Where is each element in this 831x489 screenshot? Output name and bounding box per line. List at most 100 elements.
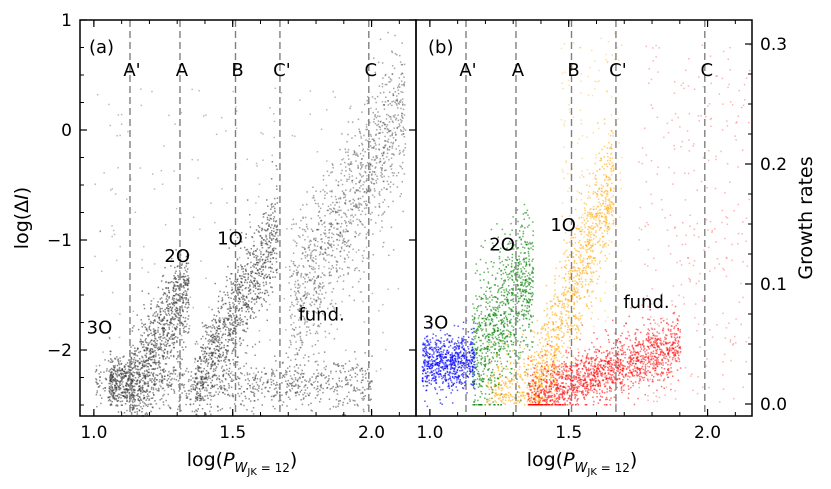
- data-point: [175, 270, 177, 272]
- data-point: [362, 195, 364, 198]
- data-point: [173, 355, 175, 357]
- data-point: [334, 256, 336, 258]
- data-point: [177, 361, 179, 363]
- data-point: [320, 234, 322, 236]
- data-point: [378, 137, 380, 140]
- data-point: [300, 305, 302, 307]
- data-point: [116, 364, 119, 367]
- data-point: [364, 389, 366, 391]
- data-point: [187, 288, 189, 291]
- data-point: [286, 391, 288, 393]
- data-point: [364, 165, 367, 167]
- mode-annotation: 1O: [217, 228, 243, 249]
- data-point: [304, 248, 306, 250]
- data-point: [333, 363, 335, 365]
- data-point: [171, 383, 173, 385]
- data-point: [590, 244, 592, 247]
- data-point: [274, 375, 276, 377]
- data-point: [215, 321, 218, 324]
- data-point: [147, 359, 149, 361]
- data-point: [257, 259, 260, 261]
- data-point: [275, 269, 277, 271]
- data-point: [100, 402, 102, 405]
- data-point: [213, 368, 215, 370]
- data-point: [110, 379, 112, 381]
- data-point: [100, 371, 102, 373]
- data-point: [213, 326, 215, 328]
- data-point: [195, 397, 198, 400]
- data-point: [359, 132, 362, 135]
- data-point: [243, 365, 245, 367]
- data-point: [168, 296, 170, 298]
- data-point: [383, 211, 385, 214]
- data-point: [343, 212, 345, 214]
- data-point: [210, 352, 212, 355]
- data-point: [399, 152, 401, 154]
- data-point: [345, 189, 347, 191]
- data-point: [309, 392, 311, 395]
- data-point: [95, 365, 98, 367]
- data-point: [168, 381, 171, 384]
- data-point: [309, 303, 311, 305]
- data-point: [114, 193, 117, 195]
- data-point: [185, 292, 188, 294]
- data-point: [255, 301, 258, 303]
- data-point: [187, 279, 190, 282]
- data-point: [129, 369, 131, 371]
- data-point: [376, 157, 378, 159]
- data-point: [336, 328, 338, 330]
- data-point: [262, 382, 265, 384]
- data-point: [349, 169, 351, 171]
- data-point: [396, 98, 398, 101]
- data-point: [237, 300, 239, 303]
- data-point: [260, 266, 263, 269]
- data-point: [167, 404, 170, 407]
- data-point: [224, 356, 226, 359]
- data-point: [111, 359, 113, 361]
- data-point: [188, 277, 190, 279]
- reference-line-label: C: [365, 60, 378, 81]
- data-point: [334, 195, 337, 198]
- data-point: [581, 221, 583, 224]
- data-point: [128, 371, 130, 374]
- data-point: [214, 282, 216, 285]
- data-point: [594, 222, 597, 225]
- data-point: [291, 328, 294, 330]
- data-point: [136, 393, 139, 396]
- data-point: [251, 271, 254, 273]
- data-point: [270, 381, 273, 383]
- data-point: [132, 388, 134, 391]
- data-point: [212, 334, 215, 336]
- data-point: [306, 191, 308, 193]
- data-point: [376, 95, 379, 98]
- data-point: [344, 240, 346, 243]
- data-point: [95, 379, 98, 381]
- data-point: [260, 132, 262, 134]
- data-point: [178, 386, 180, 388]
- data-point: [400, 166, 402, 168]
- data-point: [553, 357, 556, 360]
- data-point: [317, 276, 319, 278]
- data-point: [158, 364, 160, 366]
- data-point: [242, 267, 245, 270]
- data-point: [143, 402, 146, 404]
- data-point: [357, 234, 360, 236]
- data-point: [313, 353, 315, 355]
- data-point: [187, 281, 190, 283]
- data-point: [330, 243, 333, 245]
- data-point: [224, 322, 226, 324]
- data-point: [177, 356, 179, 358]
- data-point: [263, 275, 266, 277]
- data-point: [214, 320, 217, 322]
- data-point: [360, 367, 363, 370]
- data-point: [139, 341, 141, 343]
- data-point: [211, 308, 213, 311]
- data-point: [331, 163, 334, 165]
- data-point: [110, 384, 112, 387]
- data-point: [598, 223, 601, 225]
- data-point: [389, 103, 391, 105]
- data-point: [332, 249, 334, 252]
- data-point: [233, 291, 235, 293]
- data-point: [317, 222, 320, 224]
- data-point: [225, 349, 227, 351]
